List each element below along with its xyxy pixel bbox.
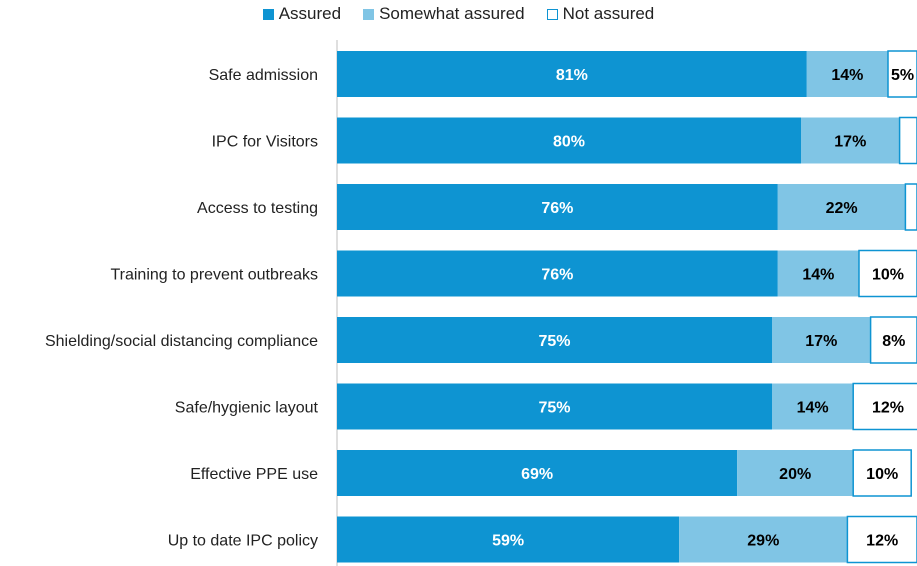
data-label: 75% <box>538 333 570 350</box>
bar-segment-assured <box>337 51 807 97</box>
bar-segment-somewhat-assured <box>806 51 888 97</box>
bar-segment-assured <box>337 450 738 496</box>
bar-segment-assured <box>337 184 778 230</box>
data-label: 17% <box>805 333 837 350</box>
bar-segment-somewhat-assured <box>679 516 848 563</box>
category-label: Safe/hygienic layout <box>175 400 319 417</box>
category-label: IPC for Visitors <box>212 134 318 151</box>
data-label: 20% <box>779 466 811 483</box>
legend-swatch-assured <box>262 8 274 20</box>
data-label: 14% <box>797 400 829 417</box>
legend-label-not-assured: Not assured <box>562 4 655 23</box>
data-label: 12% <box>866 533 898 550</box>
bar-segment-not-assured <box>887 50 917 98</box>
data-label: 12% <box>872 400 904 417</box>
bar-segment-somewhat-assured <box>801 117 900 164</box>
data-label: 69% <box>521 466 553 483</box>
bar-segment-assured <box>337 516 680 563</box>
category-label: Up to date IPC policy <box>168 533 318 550</box>
data-label: 5% <box>891 67 914 84</box>
data-label: 81% <box>556 67 588 84</box>
data-label: 14% <box>831 67 863 84</box>
bar-segment-not-assured <box>852 449 912 497</box>
category-label: Training to prevent outbreaks <box>110 267 318 284</box>
bar-segment-not-assured <box>858 249 917 298</box>
data-label: 10% <box>866 466 898 483</box>
data-label: 8% <box>882 333 905 350</box>
data-label: 76% <box>541 267 573 284</box>
bar-segment-not-assured <box>904 183 917 231</box>
bar-segment-assured <box>337 250 778 297</box>
data-label: 14% <box>802 267 834 284</box>
bar-segment-somewhat-assured <box>772 383 854 430</box>
bar-segment-assured <box>337 317 772 363</box>
data-label: 59% <box>492 533 524 550</box>
bar-segment-somewhat-assured <box>777 250 859 297</box>
category-label: Safe admission <box>209 67 318 84</box>
category-label: Shielding/social distancing compliance <box>45 333 318 350</box>
bar-segment-not-assured <box>846 515 917 564</box>
bar-segment-somewhat-assured <box>777 184 906 230</box>
legend-item-somewhat-assured: Somewhat assured <box>363 4 525 24</box>
legend-label-somewhat-assured: Somewhat assured <box>379 4 525 23</box>
bar-segment-somewhat-assured <box>772 317 871 363</box>
bar-segment-assured <box>337 117 801 164</box>
bar-segment-not-assured <box>898 116 917 165</box>
category-label: Access to testing <box>197 200 318 217</box>
category-label: Effective PPE use <box>190 466 318 483</box>
data-label: 76% <box>541 200 573 217</box>
legend-item-not-assured: Not assured <box>546 4 655 24</box>
chart-legend: Assured Somewhat assured Not assured <box>0 4 917 24</box>
bar-segment-somewhat-assured <box>737 450 854 496</box>
data-label: 17% <box>834 134 866 151</box>
legend-item-assured: Assured <box>262 4 342 24</box>
legend-swatch-not-assured <box>546 8 558 20</box>
legend-swatch-somewhat-assured <box>363 8 375 20</box>
data-label: 22% <box>826 200 858 217</box>
legend-label-assured: Assured <box>278 4 342 23</box>
data-label: 10% <box>872 267 904 284</box>
data-label: 29% <box>747 533 779 550</box>
bar-segment-not-assured <box>852 382 917 431</box>
data-label: 80% <box>553 134 585 151</box>
data-label: 75% <box>538 400 570 417</box>
bar-segment-not-assured <box>869 316 917 364</box>
bar-segment-assured <box>337 383 772 430</box>
